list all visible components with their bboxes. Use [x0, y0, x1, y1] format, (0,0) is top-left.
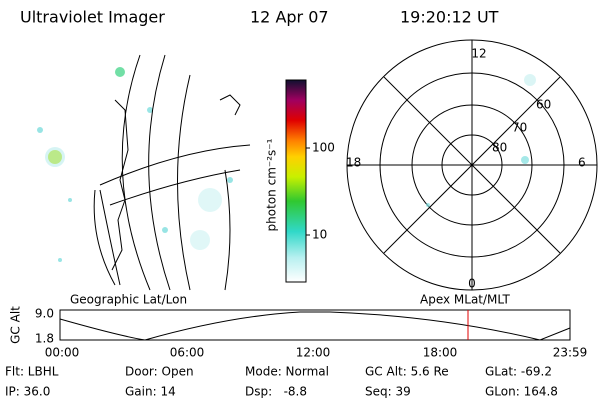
info-field: Dsp: -8.8 — [245, 385, 307, 399]
date: 12 Apr 07 — [250, 8, 329, 27]
colorbar-tick-label: 10 — [312, 228, 327, 242]
x-tick-label: 23:59 — [553, 346, 588, 360]
info-field: GLon: 164.8 — [485, 385, 558, 399]
colorbar-tick-label: 100 — [312, 141, 335, 155]
colorbar-label: photon cm⁻²s⁻¹ — [265, 138, 279, 231]
polar-label: 6 — [578, 156, 586, 170]
panel-label: Geographic Lat/Lon — [70, 293, 187, 307]
info-field: Gain: 14 — [125, 385, 176, 399]
polar-label: 18 — [346, 156, 361, 170]
info-field: Flt: LBHL — [5, 365, 59, 379]
y-tick-label: 1.8 — [35, 332, 54, 346]
info-field: Door: Open — [125, 365, 194, 379]
polar-grid — [346, 39, 598, 291]
altitude-plot — [59, 309, 571, 341]
info-field: GC Alt: 5.6 Re — [365, 365, 449, 379]
info-field: Mode: Normal — [245, 365, 329, 379]
polar-ring-label: 80 — [492, 141, 507, 155]
polar-label: 0 — [468, 277, 476, 291]
title: Ultraviolet Imager — [20, 8, 165, 27]
altitude-curve — [59, 311, 571, 341]
info-field: GLat: -69.2 — [485, 365, 552, 379]
polar-ring-label: 70 — [512, 121, 527, 135]
polar-ring-label: 60 — [536, 98, 551, 112]
time: 19:20:12 UT — [400, 8, 499, 27]
polar-label: 12 — [471, 47, 486, 61]
colorbar — [285, 79, 307, 283]
info-field: IP: 36.0 — [5, 385, 50, 399]
x-tick-label: 18:00 — [423, 346, 458, 360]
geographic-image — [37, 54, 251, 291]
panel-label: Apex MLat/MLT — [420, 293, 510, 307]
x-tick-label: 06:00 — [170, 346, 205, 360]
info-panel: Flt: LBHL Door: Open Mode: Normal GC Alt: 5… — [5, 365, 558, 399]
x-tick-label: 00:00 — [45, 346, 80, 360]
x-tick-label: 12:00 — [296, 346, 331, 360]
info-field: Seq: 39 — [365, 385, 411, 399]
y-tick-label: 9.0 — [35, 307, 54, 321]
y-label: GC Alt — [9, 306, 23, 344]
